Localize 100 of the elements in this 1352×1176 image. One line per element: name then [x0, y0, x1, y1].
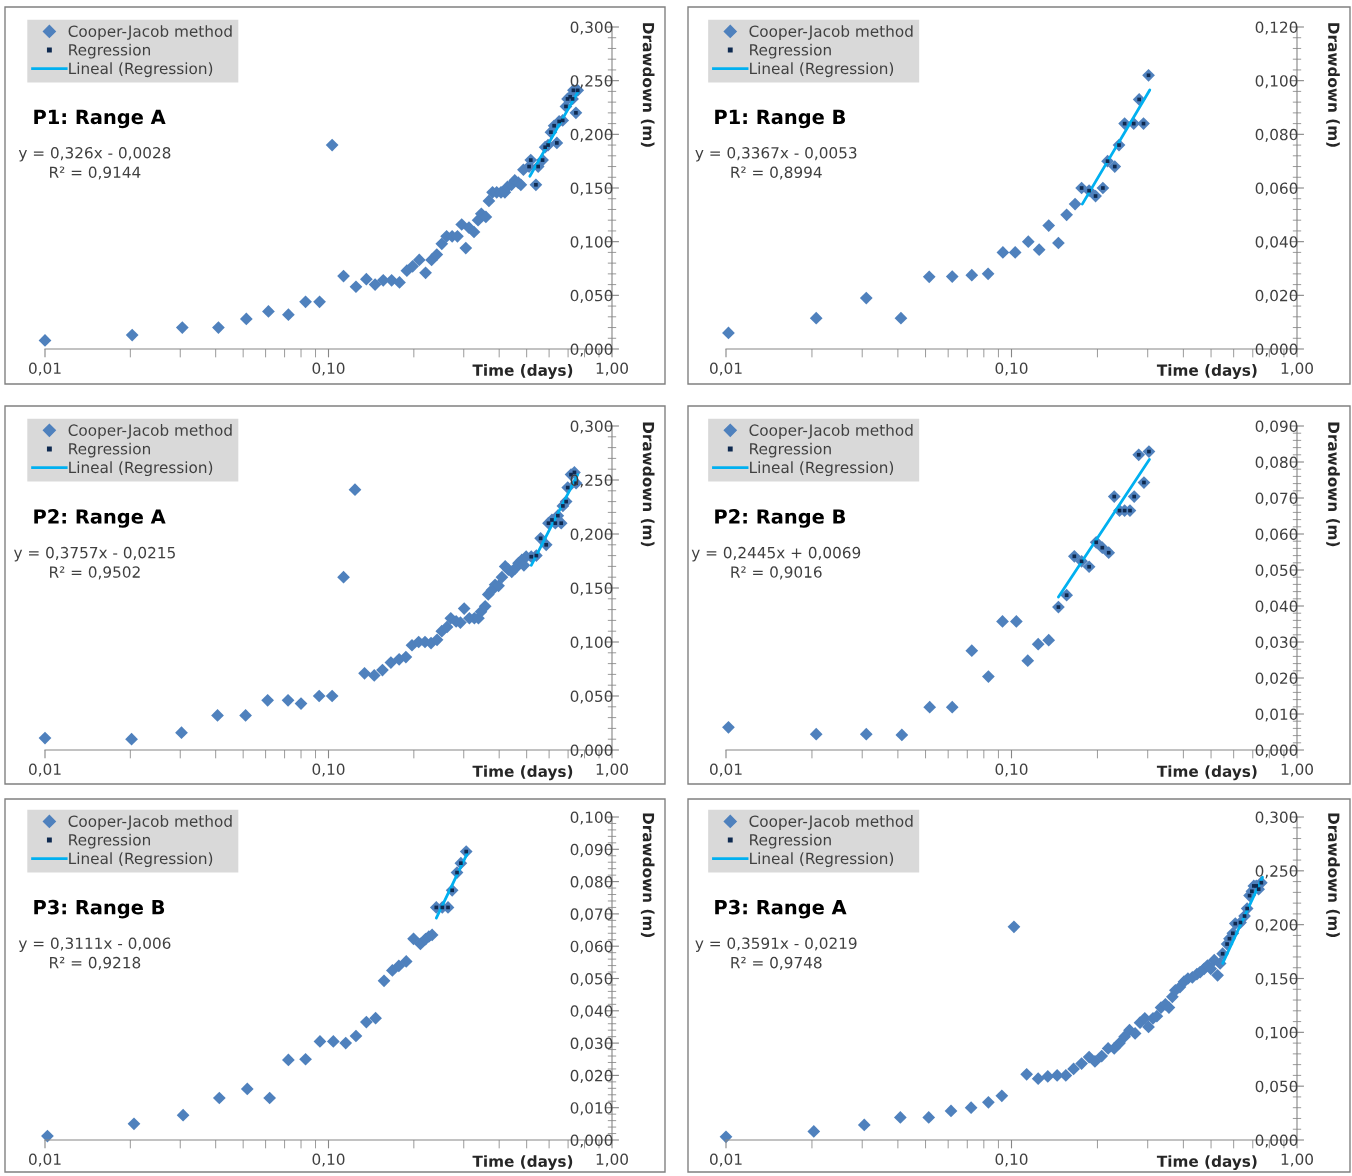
y-axis-title: Drawdown (m) [1326, 23, 1340, 147]
y-tick-label: 0,300 [1255, 811, 1298, 825]
x-tick-label: 0,10 [995, 763, 1028, 777]
x-tick-label: 0,01 [710, 763, 742, 777]
x-tick-label: 1,00 [1281, 1153, 1313, 1167]
y-tick-label: 0,150 [1255, 972, 1298, 987]
y-axis-title: Drawdown (m) [1326, 813, 1340, 937]
y-tick-label: 0,080 [1255, 128, 1298, 142]
annotation: y = 0,3591x - 0,0219 [695, 937, 857, 952]
x-tick-label: 0,10 [312, 763, 345, 777]
x-tick-label: 0,10 [312, 1153, 345, 1167]
y-tick-label: 0,120 [1255, 21, 1298, 35]
text: P2: Range A [34, 509, 166, 528]
y-tick-label: 0,050 [570, 972, 613, 987]
y-tick-label: 0,080 [570, 876, 613, 890]
y-tick-label: 0,050 [570, 289, 613, 303]
y-tick-label: 0,100 [570, 236, 613, 250]
legend-label: Regression [69, 43, 150, 59]
legend-label: Lineal (Regression) [750, 62, 894, 78]
x-tick-label: 1,00 [596, 362, 628, 376]
y-tick-label: 0,200 [570, 128, 613, 142]
x-axis-title: Time (days) [1156, 1155, 1257, 1171]
y-tick-label: 0,000 [570, 744, 613, 758]
x-axis-title: Time (days) [1156, 364, 1257, 379]
y-tick-label: 0,040 [1255, 600, 1298, 614]
legend-label: Regression [69, 442, 150, 458]
y-tick-label: 0,070 [1255, 492, 1298, 506]
y-axis-title: Drawdown (m) [1326, 422, 1340, 547]
x-axis-title: Time (days) [472, 364, 573, 379]
legend-label: Cooper-Jacob method [68, 424, 232, 439]
y-tick-label: 0,100 [1255, 75, 1298, 89]
y-tick-label: 0,200 [1255, 919, 1298, 933]
y-tick-label: 0,030 [570, 1037, 613, 1051]
y-tick-label: 0,040 [1255, 236, 1298, 250]
annotation: y = 0,2445x + 0,0069 [691, 546, 861, 562]
y-tick-label: 0,020 [570, 1069, 613, 1083]
y-tick-label: 0,300 [570, 21, 613, 35]
y-tick-label: 0,000 [1255, 1134, 1298, 1148]
y-tick-label: 0,000 [570, 1134, 613, 1148]
legend-label: Regression [750, 43, 831, 59]
y-tick-label: 0,000 [1255, 343, 1298, 357]
annotation: y = 0,326x - 0,0028 [18, 147, 171, 162]
y-tick-label: 0,000 [570, 343, 613, 357]
y-tick-label: 0,250 [570, 75, 613, 89]
x-tick-label: 0,10 [995, 1153, 1028, 1167]
y-tick-label: 0,050 [1255, 564, 1298, 578]
y-tick-label: 0,200 [570, 528, 613, 542]
y-tick-label: 0,080 [1255, 456, 1298, 470]
x-tick-label: 0,01 [29, 362, 61, 376]
annotation: R² = 0,9016 [731, 566, 822, 580]
legend-label: Cooper-Jacob method [749, 815, 913, 830]
y-tick-label: 0,020 [1255, 672, 1298, 686]
annotation: R² = 0,9218 [50, 956, 141, 970]
y-tick-label: 0,100 [570, 636, 613, 650]
x-axis-title: Time (days) [472, 1155, 573, 1171]
text: P1: Range B [715, 109, 846, 129]
legend-label: Lineal (Regression) [69, 852, 213, 868]
y-tick-label: 0,070 [570, 908, 613, 922]
y-tick-label: 0,060 [1255, 182, 1298, 196]
text: P3: Range B [34, 899, 165, 919]
legend-label: Regression [750, 833, 831, 849]
x-tick-label: 1,00 [596, 763, 628, 777]
x-tick-label: 0,10 [312, 362, 345, 376]
x-axis-title: Time (days) [1156, 765, 1257, 781]
x-tick-label: 1,00 [1281, 763, 1313, 777]
legend-label: Regression [750, 442, 831, 458]
y-tick-label: 0,060 [1255, 528, 1298, 542]
x-tick-label: 0,01 [710, 362, 742, 376]
x-axis-title: Time (days) [472, 765, 573, 781]
annotation: y = 0,3111x - 0,006 [18, 937, 171, 952]
x-tick-label: 0,01 [29, 1153, 61, 1167]
y-tick-label: 0,090 [570, 843, 613, 857]
y-axis-title: Drawdown (m) [640, 23, 655, 147]
annotation: R² = 0,9502 [50, 566, 140, 580]
y-tick-label: 0,090 [1255, 420, 1298, 434]
x-tick-label: 0,01 [29, 763, 61, 777]
legend-label: Lineal (Regression) [69, 461, 213, 477]
text: P3: Range A [715, 899, 847, 919]
y-tick-label: 0,000 [1255, 744, 1298, 758]
y-tick-label: 0,100 [570, 811, 613, 825]
legend-label: Lineal (Regression) [69, 62, 213, 78]
y-tick-label: 0,150 [570, 182, 613, 196]
text: P1: Range A [34, 109, 166, 129]
x-tick-label: 0,01 [710, 1153, 742, 1167]
y-tick-label: 0,250 [1255, 865, 1298, 879]
text: P2: Range B [715, 509, 846, 528]
legend-label: Cooper-Jacob method [749, 25, 913, 40]
legend-label: Cooper-Jacob method [749, 424, 913, 439]
annotation: R² = 0,8994 [731, 166, 822, 180]
y-tick-label: 0,030 [1255, 636, 1298, 650]
legend-label: Cooper-Jacob method [68, 815, 232, 830]
y-axis-title: Drawdown (m) [640, 813, 655, 937]
y-tick-label: 0,300 [570, 420, 613, 434]
y-tick-label: 0,060 [570, 940, 613, 954]
y-tick-label: 0,010 [1255, 708, 1298, 722]
legend-label: Cooper-Jacob method [68, 25, 232, 40]
y-tick-label: 0,050 [570, 690, 613, 704]
annotation: R² = 0,9144 [50, 166, 141, 180]
y-tick-label: 0,050 [1255, 1080, 1298, 1094]
y-tick-label: 0,100 [1255, 1026, 1298, 1040]
